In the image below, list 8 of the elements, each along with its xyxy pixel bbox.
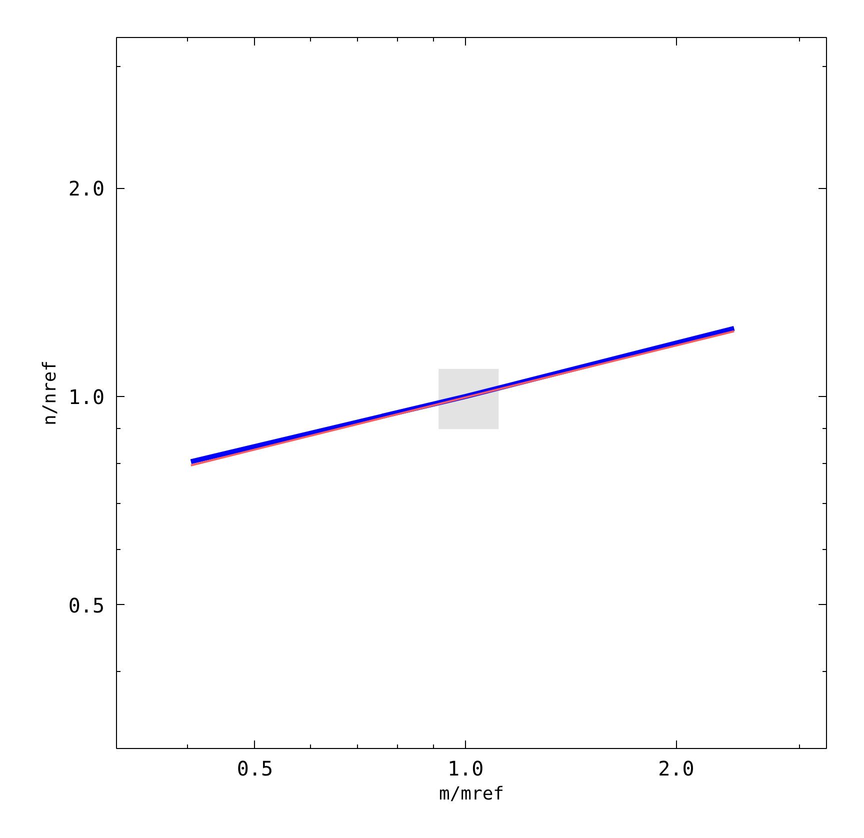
x-tick-label: 0.5: [236, 756, 274, 780]
x-tick-label: 2.0: [658, 756, 694, 780]
x-axis-title: m/mref: [438, 784, 504, 804]
y-tick-label: 1.0: [68, 384, 104, 409]
x-tick-label: 1.0: [448, 756, 484, 780]
y-tick-label: 0.5: [68, 593, 104, 618]
y-axis-title: n/nref: [39, 360, 60, 426]
y-tick-label: 2.0: [68, 176, 104, 201]
